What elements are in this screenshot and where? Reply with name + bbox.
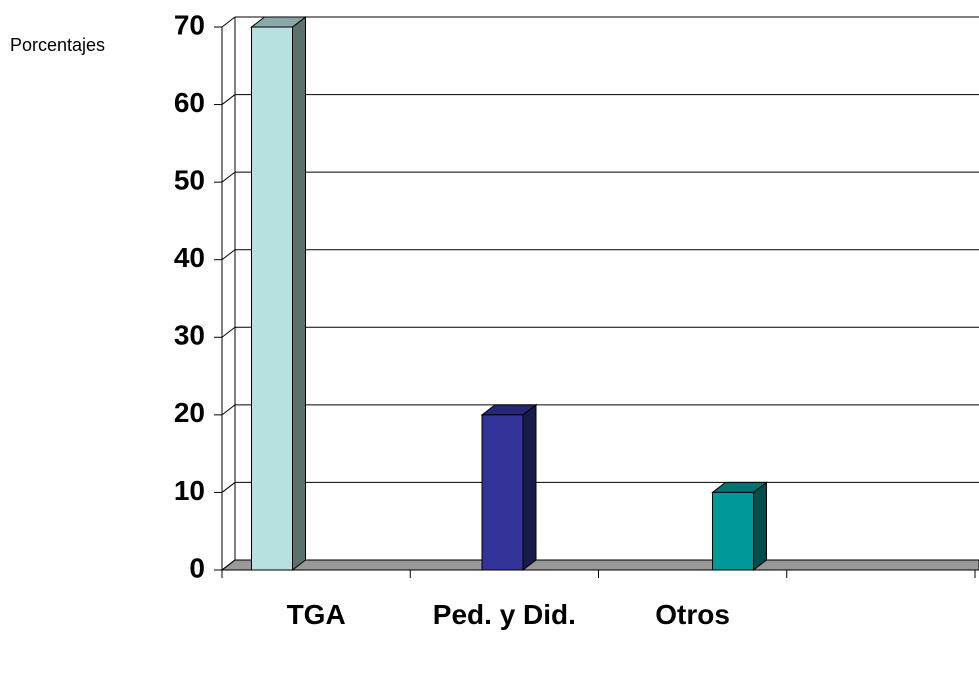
- wall-diagonal: [221, 94, 236, 105]
- y-tick-label: 40: [174, 242, 205, 273]
- x-tick-label: Ped. y Did.: [432, 599, 576, 630]
- wall-diagonal: [221, 326, 236, 338]
- y-tick-label: 0: [189, 552, 205, 583]
- y-tick-label: 70: [174, 9, 205, 40]
- wall-diagonal: [221, 482, 236, 493]
- bar-side: [753, 481, 767, 572]
- bar-side: [292, 15, 306, 572]
- y-tick-label: 50: [174, 165, 205, 196]
- x-tick-label: TGA: [286, 599, 346, 630]
- y-tick-label: 20: [174, 397, 205, 428]
- bar: [481, 414, 524, 571]
- wall-diagonal: [221, 171, 236, 183]
- x-tick-label: Otros: [655, 599, 730, 630]
- y-tick-label: 60: [174, 87, 205, 118]
- wall-diagonal: [221, 249, 236, 261]
- y-axis-label: Porcentajes: [10, 35, 106, 55]
- bar: [251, 26, 293, 571]
- bar: [712, 491, 754, 571]
- wall-diagonal: [221, 404, 236, 416]
- bar-side: [522, 403, 537, 572]
- y-tick-label: 10: [174, 475, 205, 506]
- wall-diagonal: [221, 16, 236, 28]
- y-tick-label: 30: [174, 320, 205, 351]
- wall-diagonal: [221, 559, 236, 571]
- floor: [220, 559, 979, 571]
